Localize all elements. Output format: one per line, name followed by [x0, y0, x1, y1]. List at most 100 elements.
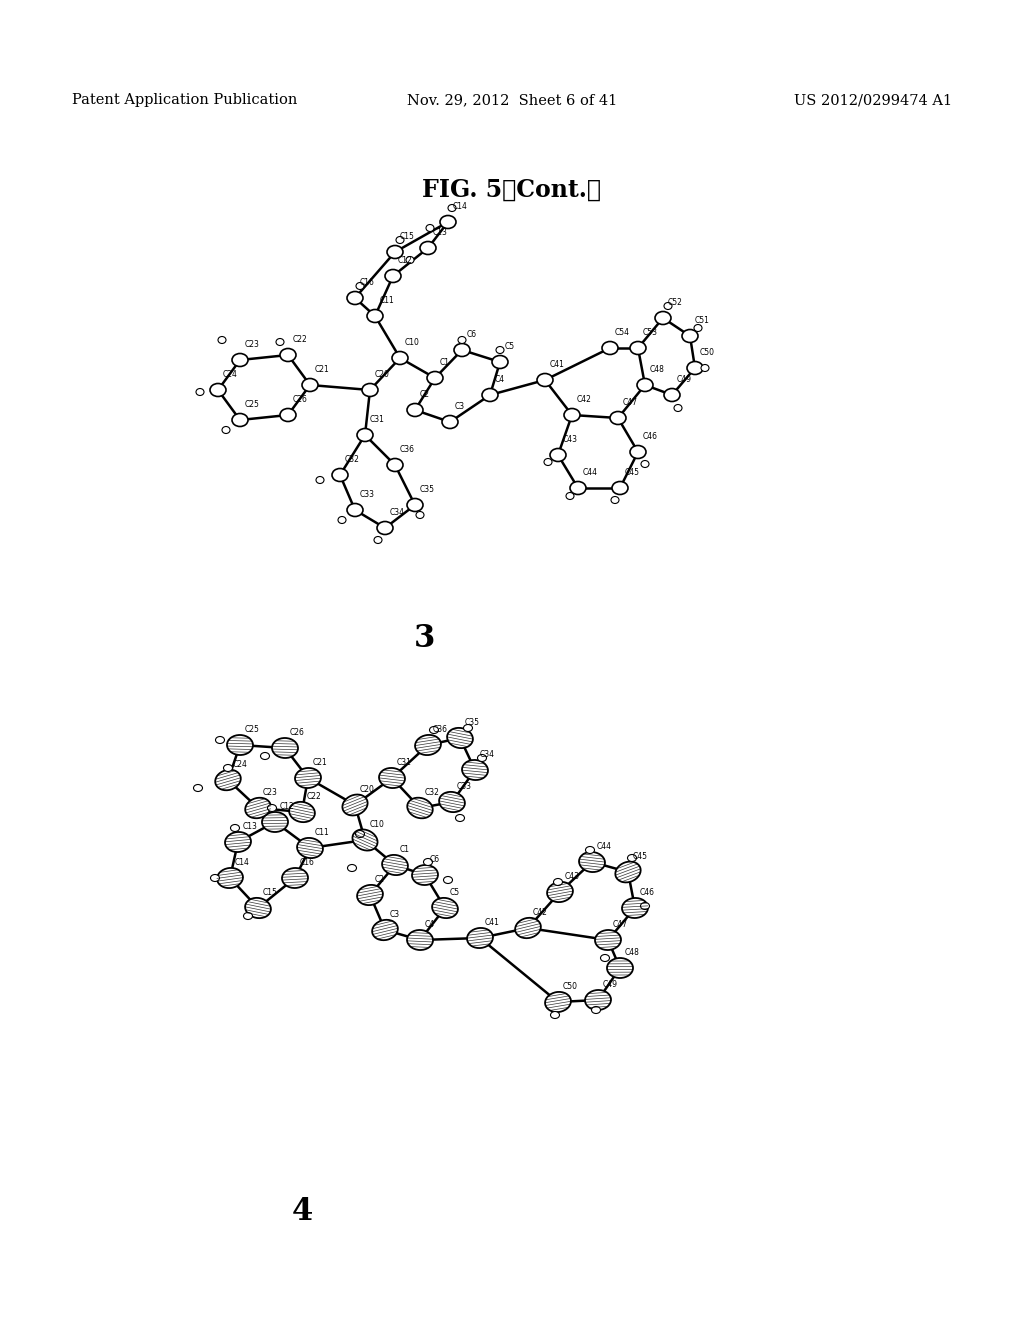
Ellipse shape	[316, 477, 324, 483]
Ellipse shape	[347, 503, 362, 516]
Text: C3: C3	[390, 909, 400, 919]
Ellipse shape	[427, 371, 443, 384]
Ellipse shape	[352, 829, 378, 850]
Ellipse shape	[630, 446, 646, 458]
Ellipse shape	[215, 770, 241, 791]
Ellipse shape	[610, 412, 626, 425]
Ellipse shape	[464, 725, 472, 731]
Ellipse shape	[550, 449, 566, 462]
Text: C45: C45	[625, 469, 640, 477]
Ellipse shape	[537, 374, 553, 387]
Ellipse shape	[332, 469, 348, 482]
Text: C54: C54	[615, 327, 630, 337]
Text: C48: C48	[650, 366, 665, 374]
Ellipse shape	[262, 812, 288, 832]
Text: C16: C16	[300, 858, 314, 867]
Text: C49: C49	[603, 979, 618, 989]
Ellipse shape	[362, 384, 378, 396]
Ellipse shape	[592, 1006, 600, 1014]
Text: C22: C22	[293, 335, 308, 345]
Text: C32: C32	[425, 788, 440, 797]
Ellipse shape	[218, 337, 226, 343]
Text: C48: C48	[625, 948, 640, 957]
Ellipse shape	[230, 825, 240, 832]
Text: C13: C13	[243, 822, 258, 832]
Ellipse shape	[267, 804, 276, 812]
Ellipse shape	[607, 958, 633, 978]
Text: C12: C12	[398, 256, 413, 265]
Ellipse shape	[347, 292, 362, 305]
Text: C2: C2	[375, 875, 385, 884]
Ellipse shape	[272, 738, 298, 758]
Text: C24: C24	[223, 370, 238, 379]
Ellipse shape	[227, 735, 253, 755]
Text: C44: C44	[597, 842, 612, 851]
Text: C53: C53	[643, 327, 658, 337]
Text: C33: C33	[360, 490, 375, 499]
Text: C26: C26	[290, 729, 305, 737]
Ellipse shape	[622, 898, 648, 917]
Text: C41: C41	[485, 917, 500, 927]
Ellipse shape	[458, 337, 466, 343]
Text: C24: C24	[233, 760, 248, 770]
Text: C21: C21	[315, 366, 330, 374]
Ellipse shape	[379, 768, 404, 788]
Ellipse shape	[467, 928, 493, 948]
Text: C5: C5	[450, 888, 460, 898]
Ellipse shape	[211, 874, 219, 882]
Ellipse shape	[611, 496, 618, 503]
Text: C41: C41	[550, 360, 565, 370]
Text: C34: C34	[390, 508, 406, 517]
Ellipse shape	[664, 302, 672, 309]
Ellipse shape	[602, 342, 618, 355]
Ellipse shape	[442, 416, 458, 429]
Text: C6: C6	[430, 855, 440, 865]
Text: C25: C25	[245, 400, 260, 409]
Text: C33: C33	[457, 781, 472, 791]
Ellipse shape	[194, 784, 203, 792]
Ellipse shape	[640, 903, 649, 909]
Ellipse shape	[416, 511, 424, 519]
Ellipse shape	[342, 795, 368, 816]
Ellipse shape	[396, 236, 404, 243]
Ellipse shape	[426, 224, 434, 231]
Ellipse shape	[628, 854, 637, 862]
Ellipse shape	[615, 862, 641, 882]
Text: C25: C25	[245, 725, 260, 734]
Ellipse shape	[477, 755, 486, 762]
Ellipse shape	[367, 309, 383, 322]
Ellipse shape	[570, 482, 586, 495]
Ellipse shape	[682, 330, 698, 342]
Text: C11: C11	[380, 296, 394, 305]
Text: C13: C13	[433, 228, 447, 238]
Text: C45: C45	[633, 851, 648, 861]
Ellipse shape	[280, 348, 296, 362]
Ellipse shape	[482, 388, 498, 401]
Ellipse shape	[260, 752, 269, 759]
Ellipse shape	[664, 388, 680, 401]
Text: Patent Application Publication: Patent Application Publication	[72, 94, 297, 107]
Ellipse shape	[408, 797, 433, 818]
Text: 4: 4	[292, 1196, 312, 1228]
Text: C49: C49	[677, 375, 692, 384]
Ellipse shape	[232, 354, 248, 367]
Ellipse shape	[429, 726, 438, 734]
Ellipse shape	[374, 536, 382, 544]
Ellipse shape	[600, 954, 609, 961]
Ellipse shape	[595, 931, 621, 950]
Text: C42: C42	[577, 395, 592, 404]
Text: C4: C4	[425, 920, 435, 929]
Text: C26: C26	[293, 395, 308, 404]
Ellipse shape	[579, 851, 605, 873]
Ellipse shape	[355, 830, 365, 837]
Text: C10: C10	[406, 338, 420, 347]
Ellipse shape	[544, 458, 552, 466]
Ellipse shape	[225, 832, 251, 851]
Ellipse shape	[245, 797, 270, 818]
Text: C46: C46	[643, 432, 658, 441]
Text: C43: C43	[563, 436, 578, 444]
Ellipse shape	[585, 990, 611, 1010]
Text: C46: C46	[640, 888, 655, 898]
Ellipse shape	[415, 735, 441, 755]
Ellipse shape	[302, 379, 318, 392]
